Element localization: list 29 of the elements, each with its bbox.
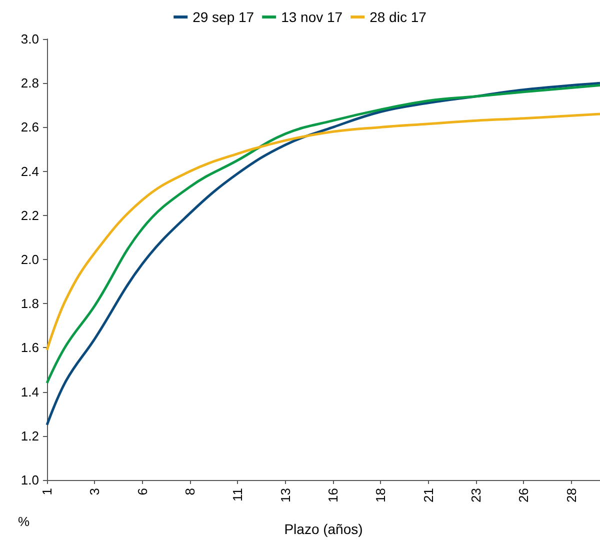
y-tick-label: 1.8 [20, 296, 39, 312]
x-tick-label: 11 [230, 488, 246, 502]
y-tick-label: 2.0 [20, 252, 39, 267]
y-tick-label: 2.2 [20, 208, 39, 223]
y-axis-title: % [18, 514, 30, 529]
x-tick-label: 8 [182, 488, 198, 496]
legend-label: 29 sep 17 [192, 9, 254, 25]
x-tick-label: 3 [87, 488, 102, 496]
y-tick-label: 1.4 [20, 384, 39, 400]
y-tick-label: 2.4 [20, 164, 39, 179]
y-tick-label: 1.0 [20, 472, 39, 488]
x-tick-label: 28 [564, 488, 579, 502]
y-tick-label: 1.6 [20, 340, 39, 356]
x-tick-label: 16 [326, 488, 341, 502]
x-tick-label: 1 [40, 488, 54, 496]
x-tick-label: 26 [516, 488, 532, 502]
x-tick-label: 23 [468, 488, 484, 502]
y-tick-label: 2.8 [20, 76, 39, 91]
x-tick-label: 21 [420, 488, 436, 502]
x-tick-label: 6 [134, 488, 150, 496]
x-axis-title: Plazo (años) [284, 521, 363, 537]
legend-label: 28 dic 17 [370, 9, 427, 25]
legend-label: 13 nov 17 [281, 9, 343, 25]
y-tick-label: 1.2 [20, 428, 39, 444]
y-tick-label: 3.0 [20, 32, 39, 46]
x-tick-label: 13 [278, 488, 293, 502]
x-tick-label: 18 [373, 488, 388, 502]
y-tick-label: 2.6 [20, 120, 39, 135]
line-series [46, 112, 600, 352]
